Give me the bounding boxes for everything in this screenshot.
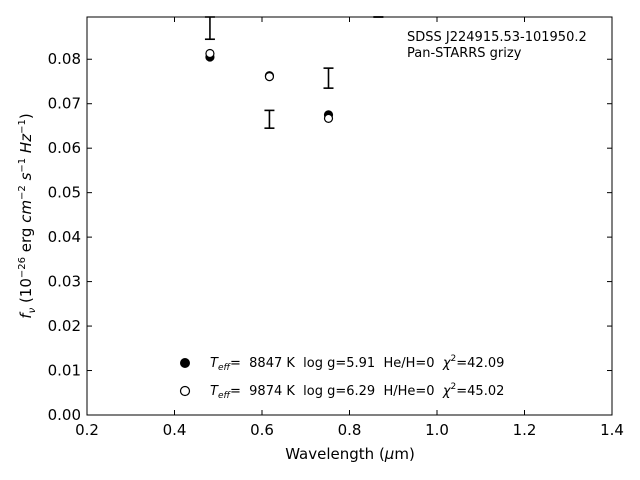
legend-marker-open (179, 385, 191, 397)
open-model-point (323, 113, 334, 123)
y-tick-label: 0.05 (48, 184, 81, 202)
x-tick-label: 1.2 (513, 421, 537, 439)
legend-entry-1: Teff= 8847 K log g=5.91 He/H=0 χ2=42.09 (210, 354, 504, 373)
y-tick-label: 0.08 (48, 50, 81, 68)
axis-ticks: 0.2 0.4 0.6 0.8 1.0 1.2 1.4 0.00 0.01 0.02 0.03 0.0… (48, 17, 624, 439)
survey-annotation: Pan-STARRS grizy (407, 46, 522, 61)
object-annotation: SDSS J224915.53-101950.2 (407, 30, 587, 45)
legend: Teff= 8847 K log g=5.91 He/H=0 χ2=42.09 … (179, 354, 504, 401)
y-tick-label: 0.01 (48, 362, 81, 380)
model-points (205, 48, 334, 123)
y-tick-label: 0.03 (48, 273, 81, 291)
x-tick-label: 0.6 (250, 421, 274, 439)
y-axis-label: fν (10−26 erg cm−2 s−1 Hz−1) (17, 113, 38, 318)
y-tick-label: 0.06 (48, 139, 81, 157)
x-tick-label: 1.4 (600, 421, 624, 439)
x-tick-label: 0.8 (338, 421, 362, 439)
open-model-point (205, 48, 215, 59)
y-tick-label: 0.02 (48, 317, 81, 335)
y-tick-label: 0.04 (48, 228, 81, 246)
x-tick-label: 0.2 (75, 421, 99, 439)
x-tick-label: 1.0 (425, 421, 449, 439)
y-tick-label: 0.00 (48, 406, 81, 424)
open-model-point (264, 71, 275, 82)
error-bars (204, 16, 384, 129)
legend-entry-2: Teff= 9874 K log g=6.29 H/He=0 χ2=45.02 (210, 382, 504, 401)
legend-marker-filled (180, 358, 190, 368)
x-axis-label: Wavelength (μm) (285, 445, 415, 463)
x-tick-label: 0.4 (163, 421, 187, 439)
y-tick-label: 0.07 (48, 95, 81, 113)
